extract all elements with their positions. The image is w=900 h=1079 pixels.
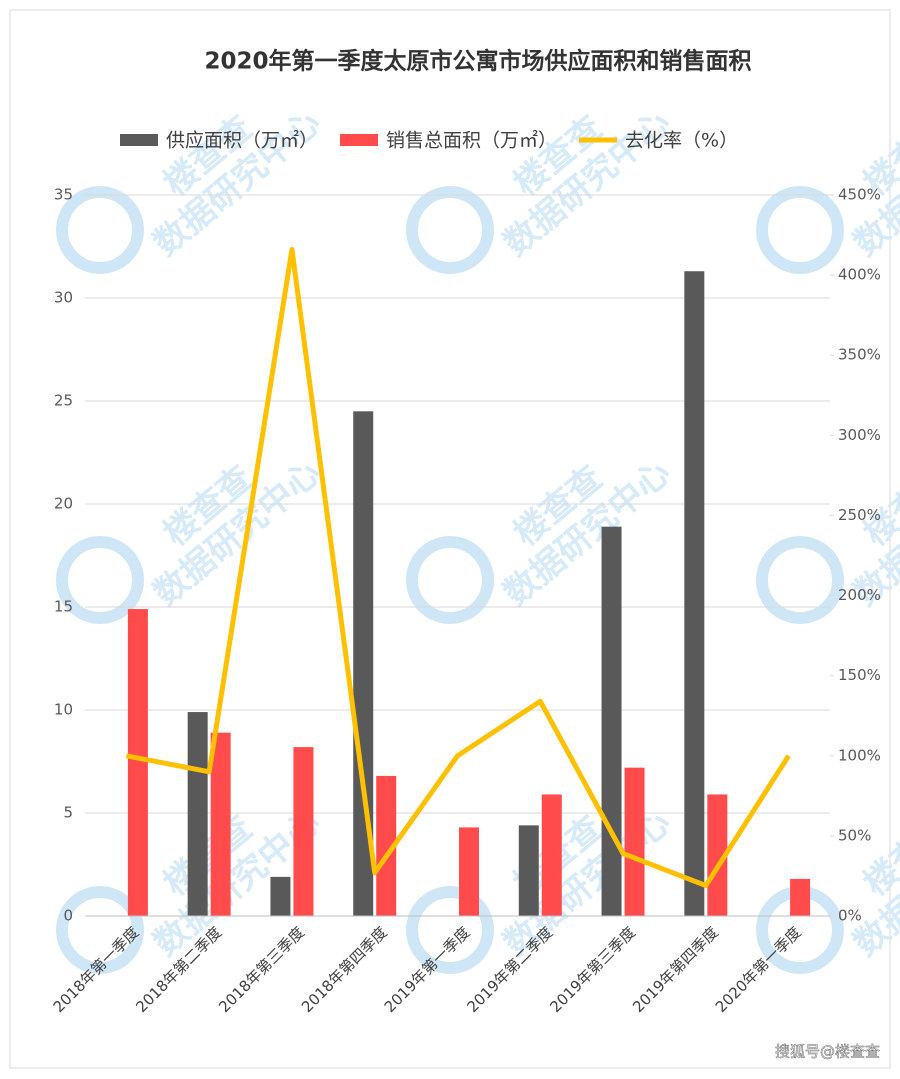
bar bbox=[518, 825, 539, 916]
y2-tick-label: 200% bbox=[838, 586, 881, 604]
bar bbox=[187, 712, 208, 916]
y2-tick-label: 100% bbox=[838, 746, 881, 764]
bar bbox=[376, 775, 397, 916]
watermark-logo bbox=[56, 536, 144, 624]
y-tick-label: 30 bbox=[54, 289, 73, 307]
watermark-logo bbox=[406, 886, 494, 974]
y2-tick-label: 50% bbox=[838, 826, 871, 844]
y-tick-label: 5 bbox=[63, 804, 73, 822]
y-tick-label: 35 bbox=[54, 186, 73, 204]
bar bbox=[293, 747, 314, 916]
bar bbox=[210, 732, 231, 916]
y2-tick-label: 450% bbox=[838, 186, 881, 204]
bar bbox=[624, 767, 645, 916]
bar bbox=[127, 609, 148, 916]
chart-title: 2020年第一季度太原市公寓市场供应面积和销售面积 bbox=[204, 48, 751, 75]
watermark-logo bbox=[56, 186, 144, 274]
y2-tick-label: 0% bbox=[838, 907, 862, 925]
y2-tick-label: 350% bbox=[838, 346, 881, 364]
bar bbox=[684, 271, 705, 917]
bar bbox=[353, 411, 374, 916]
bar bbox=[790, 878, 811, 916]
bar bbox=[541, 794, 562, 916]
y2-tick-label: 300% bbox=[838, 426, 881, 444]
legend-swatch bbox=[340, 134, 379, 146]
y-tick-label: 15 bbox=[54, 598, 73, 616]
watermark-logo bbox=[756, 536, 844, 624]
y-tick-label: 0 bbox=[63, 907, 73, 925]
y-tick-label: 20 bbox=[54, 495, 73, 513]
legend-label: 去化率（%） bbox=[625, 130, 738, 152]
legend-swatch bbox=[120, 134, 158, 146]
line-series bbox=[125, 246, 791, 889]
bar bbox=[459, 827, 479, 916]
watermark-logo bbox=[56, 886, 144, 974]
legend-label: 销售总面积（万㎡） bbox=[386, 129, 557, 152]
y2-tick-label: 150% bbox=[838, 666, 881, 684]
y-tick-label: 10 bbox=[54, 701, 73, 719]
y2-tick-label: 400% bbox=[838, 266, 881, 284]
watermark-logo bbox=[756, 186, 844, 274]
y2-tick-label: 250% bbox=[838, 506, 881, 524]
watermark-logo bbox=[406, 536, 494, 624]
source: 搜狐号@楼查查 bbox=[775, 1043, 880, 1061]
legend-label: 供应面积（万㎡） bbox=[166, 129, 318, 152]
watermark-logo bbox=[406, 186, 494, 274]
bar bbox=[601, 526, 622, 916]
bar bbox=[707, 794, 728, 916]
y-tick-label: 25 bbox=[54, 392, 73, 410]
bar bbox=[270, 876, 291, 916]
